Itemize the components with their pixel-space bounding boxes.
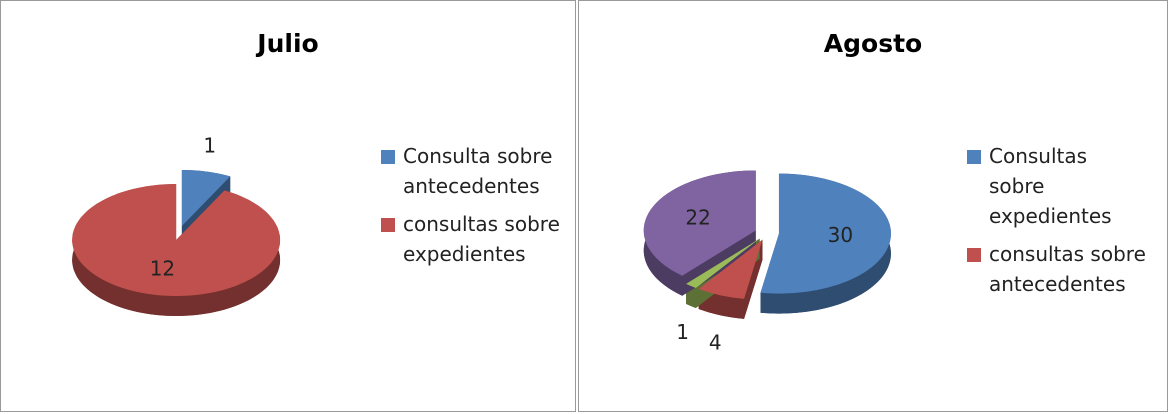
chart-title: Julio bbox=[257, 29, 319, 58]
slice bbox=[760, 173, 891, 294]
slice bbox=[181, 170, 231, 227]
data-label: 30 bbox=[828, 223, 853, 247]
chart: 30 41 22 bbox=[643, 170, 891, 354]
data-label: 4 bbox=[709, 330, 722, 354]
legend-entry: consultas sobre expedientes bbox=[381, 209, 561, 269]
chart-panel: 1 12 Julio Consulta sobre antecedentes consu… bbox=[0, 0, 576, 412]
slice bbox=[686, 238, 760, 288]
legend-swatch bbox=[381, 218, 395, 232]
legend-entry: Consultas sobre expedientes bbox=[967, 141, 1147, 231]
legend-swatch bbox=[967, 150, 981, 164]
legend-entry: Consulta sobre antecedentes bbox=[381, 141, 561, 201]
legend-entry: consultas sobre antecedentes bbox=[967, 239, 1147, 299]
slice bbox=[643, 170, 756, 276]
data-label: 1 bbox=[676, 320, 689, 344]
legend-swatch bbox=[967, 248, 981, 262]
legend-label: consultas sobre expedientes bbox=[403, 212, 560, 266]
legend: Consultas sobre expedientes consultas sob… bbox=[967, 141, 1147, 307]
slice bbox=[72, 183, 281, 296]
data-label: 1 bbox=[203, 134, 216, 158]
legend-label: Consultas sobre expedientes bbox=[989, 144, 1112, 228]
data-label: 12 bbox=[150, 256, 175, 280]
chart-panel: 30 4 1 22 Agosto Consultas sobre expedientes c… bbox=[578, 0, 1168, 412]
slice bbox=[698, 239, 763, 299]
legend: Consulta sobre antecedentes consultas sob… bbox=[381, 141, 561, 277]
chart: 1 12 bbox=[72, 134, 281, 316]
legend-label: Consulta sobre antecedentes bbox=[403, 144, 553, 198]
data-label: 22 bbox=[685, 205, 710, 229]
chart-title: Agosto bbox=[823, 29, 923, 58]
legend-swatch bbox=[381, 150, 395, 164]
legend-label: consultas sobre antecedentes bbox=[989, 242, 1146, 296]
